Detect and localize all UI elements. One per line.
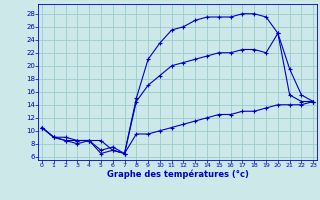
X-axis label: Graphe des températures (°c): Graphe des températures (°c): [107, 170, 249, 179]
